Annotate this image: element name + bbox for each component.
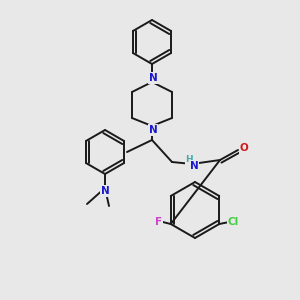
Text: Cl: Cl [228,217,239,227]
Text: N: N [148,73,158,83]
Text: F: F [155,217,162,227]
Text: H: H [185,155,193,164]
Text: N: N [148,125,158,135]
Text: N: N [100,186,109,196]
Text: N: N [190,161,198,171]
Text: O: O [240,143,248,153]
